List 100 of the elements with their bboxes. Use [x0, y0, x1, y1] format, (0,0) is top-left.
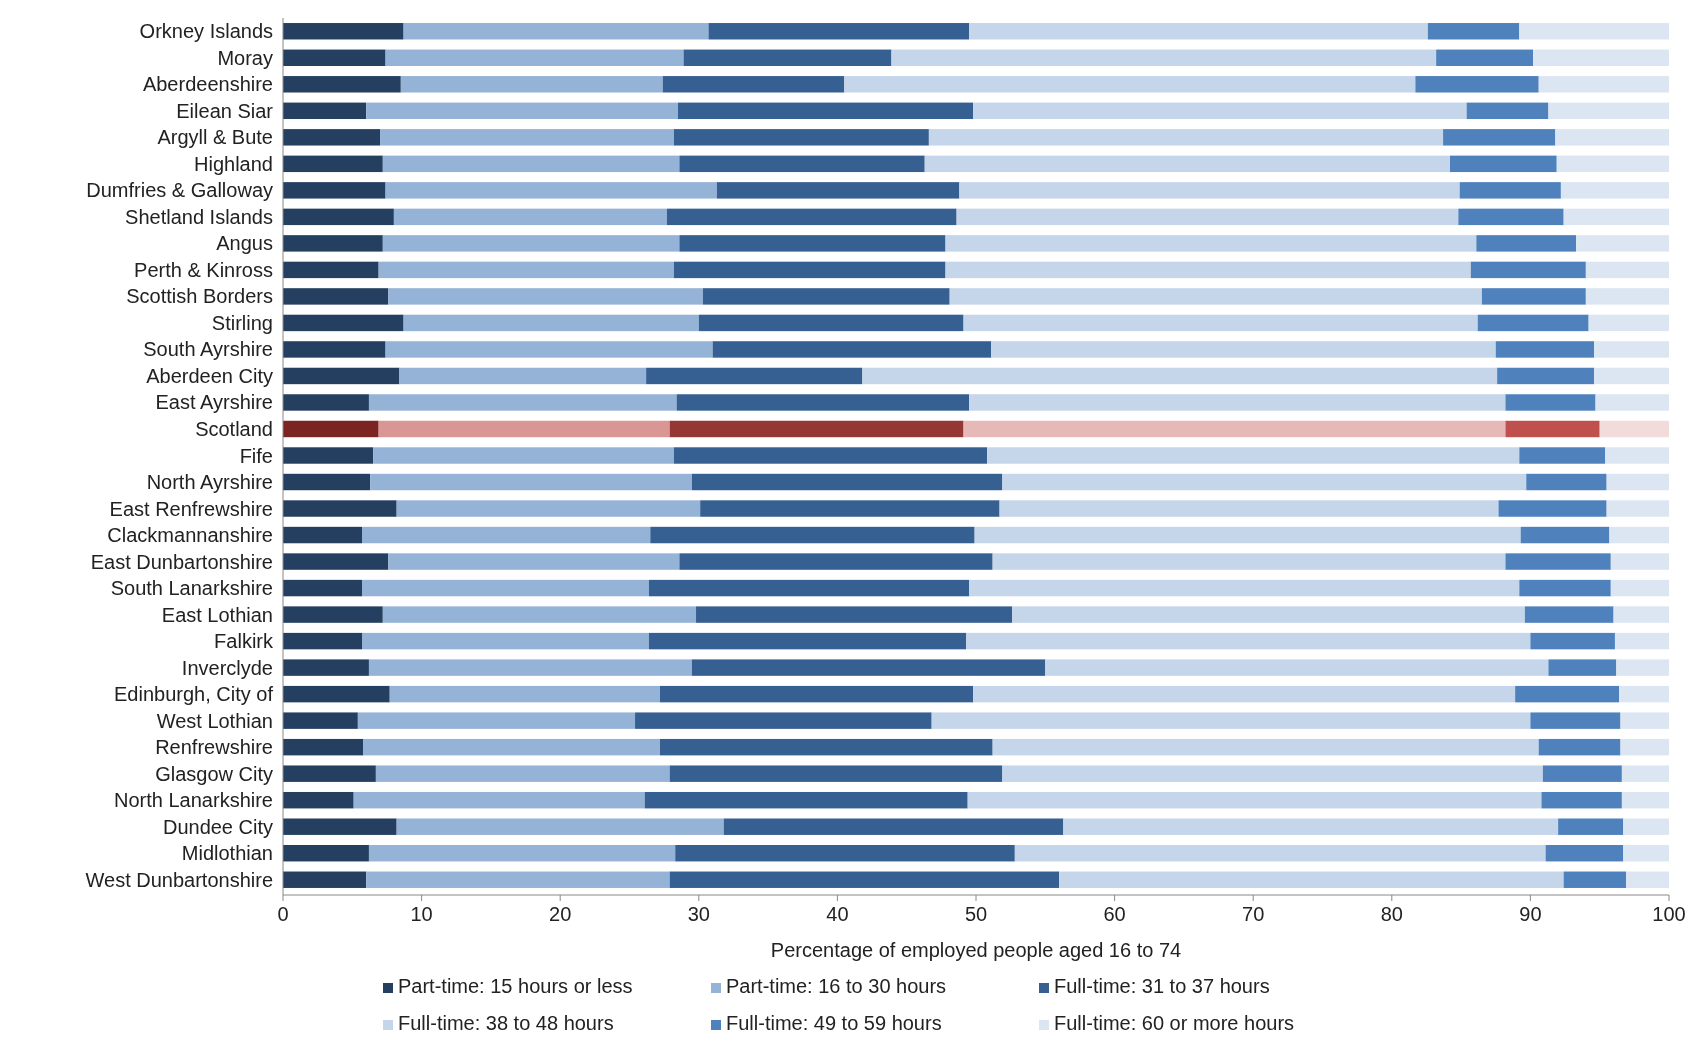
bar — [1548, 659, 1617, 676]
bar — [669, 765, 1003, 782]
bar — [1616, 659, 1669, 676]
bar — [1576, 235, 1669, 252]
bar — [373, 447, 674, 464]
y-tick-label: Inverclyde — [181, 656, 273, 679]
bar — [362, 579, 649, 597]
bar — [1045, 659, 1549, 676]
bar — [1610, 553, 1669, 570]
bar — [991, 341, 1496, 358]
bar — [368, 394, 677, 411]
bar — [1481, 288, 1586, 305]
bar — [283, 182, 386, 199]
bar — [283, 606, 383, 623]
bar — [959, 182, 1460, 199]
y-tick-label: Fife — [239, 444, 273, 467]
bar — [1548, 102, 1669, 120]
bar — [1620, 738, 1669, 756]
x-tick-label: 100 — [1652, 903, 1686, 925]
bar — [1599, 420, 1669, 438]
bar — [1610, 579, 1669, 597]
bar — [1621, 791, 1669, 809]
bar — [1542, 765, 1622, 782]
bar — [382, 235, 680, 252]
bar — [1588, 314, 1669, 332]
bar — [662, 76, 845, 93]
bar — [283, 473, 371, 491]
bar — [891, 49, 1437, 66]
bar — [283, 288, 389, 305]
bar — [283, 49, 386, 66]
y-tick-label: Angus — [216, 232, 273, 255]
bar — [1519, 579, 1611, 597]
bar — [283, 155, 383, 173]
bar — [353, 791, 645, 809]
bar — [1623, 845, 1669, 862]
bar — [673, 261, 946, 279]
y-tick-label: Edinburgh, City of — [114, 683, 274, 706]
bar — [1538, 738, 1621, 756]
y-tick-label: North Ayrshire — [146, 471, 273, 494]
bar — [1466, 102, 1549, 120]
bar — [362, 632, 649, 650]
bar — [1533, 49, 1669, 66]
bar — [1470, 261, 1586, 279]
y-tick-label: Renfrewshire — [155, 736, 273, 759]
bar — [283, 632, 362, 650]
bar — [1519, 23, 1669, 40]
bar — [679, 553, 993, 570]
bar — [1012, 606, 1525, 623]
bar — [945, 261, 1471, 279]
y-tick-label: South Ayrshire — [143, 338, 273, 361]
bar — [283, 712, 358, 729]
x-tick-label: 0 — [277, 903, 289, 925]
y-tick-label: Shetland Islands — [125, 205, 273, 228]
bar — [283, 579, 362, 597]
bar — [283, 76, 401, 93]
bar — [675, 845, 1015, 862]
bar — [678, 102, 974, 120]
x-tick-label: 80 — [1380, 903, 1403, 925]
bar — [644, 791, 968, 809]
bar — [1585, 261, 1669, 279]
bar — [1620, 712, 1669, 729]
bar — [366, 102, 679, 120]
bar — [683, 49, 892, 66]
bar — [1014, 845, 1546, 862]
bar — [691, 473, 1003, 491]
bar — [992, 738, 1539, 756]
bar — [1606, 500, 1669, 517]
y-tick-label: Orkney Islands — [139, 20, 273, 43]
bar — [1059, 871, 1564, 888]
x-axis-title: Percentage of employed people aged 16 to 74 — [770, 939, 1182, 961]
legend-label: Part-time: 16 to 30 hours — [726, 975, 947, 997]
bar — [712, 341, 992, 358]
bar — [969, 23, 1428, 40]
y-tick-label: Aberdeen City — [146, 364, 273, 387]
legend-label: Full-time: 31 to 37 hours — [1054, 975, 1270, 997]
bar — [393, 208, 667, 226]
bar — [723, 818, 1064, 835]
y-tick-label: West Dunbartonshire — [85, 868, 273, 891]
bar — [974, 526, 1521, 544]
bar — [1495, 341, 1595, 358]
legend-label: Part-time: 15 hours or less — [398, 975, 633, 997]
bar — [385, 49, 684, 66]
legend-label: Full-time: 49 to 59 hours — [726, 1012, 942, 1034]
bar — [366, 871, 670, 888]
bar — [382, 606, 697, 623]
y-tick-label: Highland — [194, 152, 273, 175]
bar — [945, 235, 1477, 252]
bar — [673, 447, 988, 464]
bar — [283, 129, 381, 146]
bar — [368, 659, 692, 676]
bar — [283, 102, 367, 120]
bar — [1459, 182, 1561, 199]
y-tick-label: Glasgow City — [155, 762, 273, 785]
bar — [635, 712, 932, 729]
bar — [370, 473, 692, 491]
y-tick-label: Falkirk — [214, 630, 274, 653]
x-tick-label: 70 — [1242, 903, 1265, 925]
bar — [698, 314, 964, 332]
bar — [385, 182, 717, 199]
y-tick-label: East Dunbartonshire — [90, 550, 273, 573]
